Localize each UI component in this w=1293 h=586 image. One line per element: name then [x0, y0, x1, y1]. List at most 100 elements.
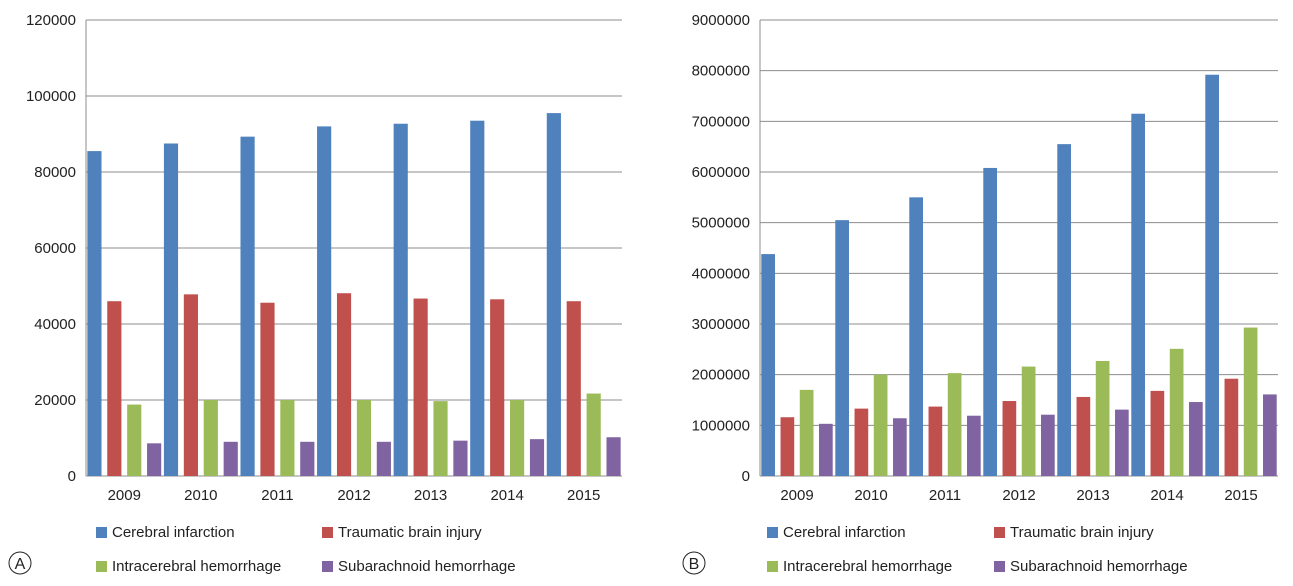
bar-subarachnoid-hemorrhage-2011: [967, 415, 981, 476]
bar-cerebral-infarction-2015: [546, 113, 561, 476]
legend-swatch: [767, 561, 778, 572]
bar-cerebral-infarction-2013: [393, 123, 408, 477]
bar-traumatic-brain-injury-2014: [1150, 390, 1165, 476]
y-tick-label: 60000: [34, 240, 76, 257]
legend-label: Traumatic brain injury: [338, 524, 482, 541]
bar-traumatic-brain-injury-2014: [490, 299, 505, 476]
bar-traumatic-brain-injury-2011: [260, 302, 275, 476]
x-tick-label: 2011: [261, 487, 293, 504]
x-tick-label: 2013: [1076, 487, 1109, 504]
bar-cerebral-infarction-2012: [983, 167, 997, 477]
legend: Cerebral infarction Traumatic brain injur…: [96, 524, 516, 575]
y-tick-label: 120000: [26, 12, 76, 29]
y-tick-label: 1000000: [692, 417, 750, 434]
bar-traumatic-brain-injury-2015: [566, 301, 581, 476]
y-tick-label: 2000000: [692, 367, 750, 384]
bar-intracerebral-hemorrhage-2015: [1243, 327, 1258, 476]
panel-letter: A: [15, 556, 26, 573]
panel-label-b: B: [682, 551, 706, 575]
panel-label-circle: [8, 551, 32, 575]
bar-intracerebral-hemorrhage-2013: [433, 401, 448, 476]
bar-intracerebral-hemorrhage-2011: [947, 373, 962, 476]
bar-intracerebral-hemorrhage-2014: [1169, 348, 1184, 476]
bar-traumatic-brain-injury-2010: [183, 294, 198, 476]
bar-cerebral-infarction-2014: [1131, 113, 1145, 476]
legend-item: Subarachnoid hemorrhage: [994, 558, 1188, 575]
bar-traumatic-brain-injury-2011: [928, 406, 943, 476]
bar-cerebral-infarction-2011: [240, 136, 255, 476]
bar-traumatic-brain-injury-2012: [1002, 401, 1017, 476]
legend-label: Intracerebral hemorrhage: [112, 558, 281, 575]
bar-intracerebral-hemorrhage-2013: [1095, 360, 1110, 476]
y-tick-label: 5000000: [692, 215, 750, 232]
legend-item: Intracerebral hemorrhage: [96, 558, 281, 575]
bar-subarachnoid-hemorrhage-2010: [223, 441, 238, 476]
y-tick-label: 8000000: [692, 63, 750, 80]
bar-cerebral-infarction-2010: [835, 220, 849, 476]
y-tick-label: 0: [742, 468, 750, 485]
bar-cerebral-infarction-2010: [163, 143, 179, 476]
bar-cerebral-infarction-2009: [761, 254, 775, 476]
legend: Cerebral infarction Traumatic brain injur…: [767, 524, 1188, 575]
panel-label-circle: [682, 551, 706, 575]
bar-intracerebral-hemorrhage-2010: [203, 400, 218, 476]
bar-traumatic-brain-injury-2012: [336, 293, 352, 476]
x-tick-label: 2010: [854, 487, 887, 504]
x-tick-label: 2014: [490, 487, 523, 504]
bar-intracerebral-hemorrhage-2010: [873, 374, 888, 476]
x-tick-label: 2014: [1150, 487, 1183, 504]
legend-swatch: [322, 527, 333, 538]
legend-label: Subarachnoid hemorrhage: [1010, 558, 1188, 575]
y-tick-label: 9000000: [692, 12, 750, 29]
legend-swatch: [96, 561, 107, 572]
legend-label: Subarachnoid hemorrhage: [338, 558, 516, 575]
bar-intracerebral-hemorrhage-2015: [586, 393, 601, 476]
y-tick-label: 20000: [34, 392, 76, 409]
legend-swatch: [994, 561, 1005, 572]
bar-cerebral-infarction-2009: [87, 151, 102, 476]
bar-traumatic-brain-injury-2009: [107, 301, 122, 476]
bar-cerebral-infarction-2014: [470, 120, 485, 476]
x-tick-label: 2012: [337, 487, 370, 504]
x-tick-label: 2009: [108, 487, 141, 504]
bar-subarachnoid-hemorrhage-2009: [819, 423, 833, 476]
y-tick-label: 80000: [34, 164, 76, 181]
legend-item: Subarachnoid hemorrhage: [322, 558, 516, 575]
bar-subarachnoid-hemorrhage-2011: [300, 441, 315, 476]
x-tick-label: 2013: [414, 487, 447, 504]
legend-label: Intracerebral hemorrhage: [783, 558, 952, 575]
bar-intracerebral-hemorrhage-2012: [1021, 366, 1036, 476]
legend-item: Cerebral infarction: [767, 524, 906, 541]
x-tick-label: 2011: [929, 487, 961, 504]
y-tick-label: 100000: [26, 88, 76, 105]
legend-item: Traumatic brain injury: [994, 524, 1154, 541]
x-tick-label: 2012: [1002, 487, 1035, 504]
legend-item: Intracerebral hemorrhage: [767, 558, 952, 575]
chart-panel-a: 0 20000 40000 60000 80000 100000 120000 2009 201…: [8, 12, 622, 575]
bar-subarachnoid-hemorrhage-2015: [606, 437, 621, 476]
x-tick-label: 2015: [1224, 487, 1257, 504]
legend-swatch: [767, 527, 778, 538]
y-tick-label: 4000000: [692, 265, 750, 282]
legend-item: Traumatic brain injury: [322, 524, 482, 541]
legend-swatch: [994, 527, 1005, 538]
bar-subarachnoid-hemorrhage-2013: [453, 440, 468, 476]
y-tick-label: 0: [68, 468, 76, 485]
bar-subarachnoid-hemorrhage-2014: [529, 439, 545, 476]
bar-cerebral-infarction-2015: [1205, 74, 1219, 476]
bar-traumatic-brain-injury-2013: [1076, 396, 1091, 476]
legend-label: Cerebral infarction: [112, 524, 235, 541]
bar-cerebral-infarction-2011: [909, 197, 923, 477]
chart-panel-b: 0 1000000 2000000 3000000 4000000 5000000 6000…: [682, 12, 1278, 575]
y-tick-label: 3000000: [692, 316, 750, 333]
panel-letter: B: [689, 556, 700, 573]
bar-subarachnoid-hemorrhage-2013: [1115, 409, 1129, 476]
bar-subarachnoid-hemorrhage-2009: [147, 443, 162, 476]
legend-item: Cerebral infarction: [96, 524, 235, 541]
legend-label: Traumatic brain injury: [1010, 524, 1154, 541]
bar-traumatic-brain-injury-2009: [780, 417, 795, 476]
x-tick-label: 2015: [567, 487, 600, 504]
legend-label: Cerebral infarction: [783, 524, 906, 541]
panel-label-a: A: [8, 551, 32, 575]
